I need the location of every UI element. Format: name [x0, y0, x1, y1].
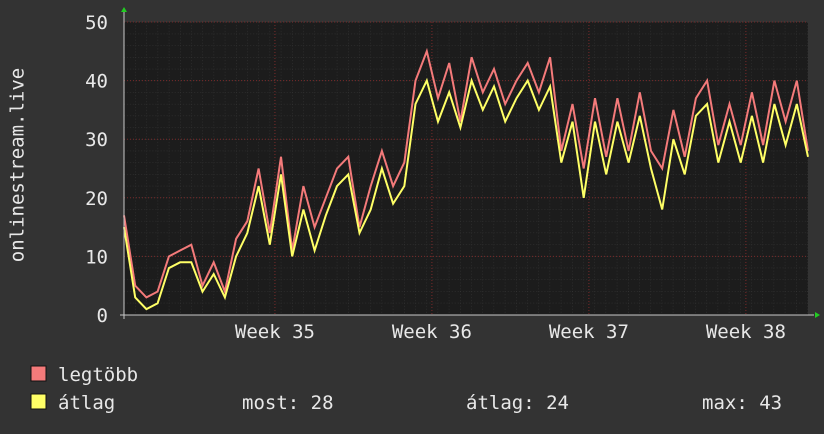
stat: max: 43	[702, 392, 782, 414]
series-line	[123, 77, 809, 311]
stat-label: most:	[242, 392, 299, 414]
y-tick-label: 50	[85, 12, 108, 34]
y-tick-label: 30	[85, 129, 108, 151]
stat-label: átlag:	[466, 392, 535, 414]
series-line	[123, 47, 809, 299]
legend: legtöbb átlag most: 28 átlag: 24 max: 43	[30, 364, 782, 414]
y-axis-label: onlinestream.live	[7, 68, 29, 262]
stat-label: max:	[702, 392, 748, 414]
x-axis-arrow	[815, 312, 820, 318]
stat: most: 28	[242, 392, 334, 414]
y-tick-label: 0	[97, 305, 108, 327]
stat-value: 28	[311, 392, 334, 414]
x-tick-label: Week 35	[235, 321, 315, 343]
legend-swatch	[30, 393, 47, 410]
legend-label: átlag	[58, 392, 115, 414]
legend-label: legtöbb	[58, 364, 138, 386]
stat-value: 43	[759, 392, 782, 414]
minor-grid	[124, 22, 808, 315]
stat: átlag: 24	[466, 392, 569, 414]
y-tick-label: 20	[85, 188, 108, 210]
x-tick-label: Week 38	[706, 321, 786, 343]
y-tick-label: 10	[85, 246, 108, 268]
stat-value: 24	[546, 392, 569, 414]
legend-swatch	[30, 365, 47, 382]
y-axis-arrow	[121, 7, 127, 12]
y-tick-label: 40	[85, 71, 108, 93]
x-tick-label: Week 36	[392, 321, 472, 343]
x-tick-label: Week 37	[549, 321, 629, 343]
